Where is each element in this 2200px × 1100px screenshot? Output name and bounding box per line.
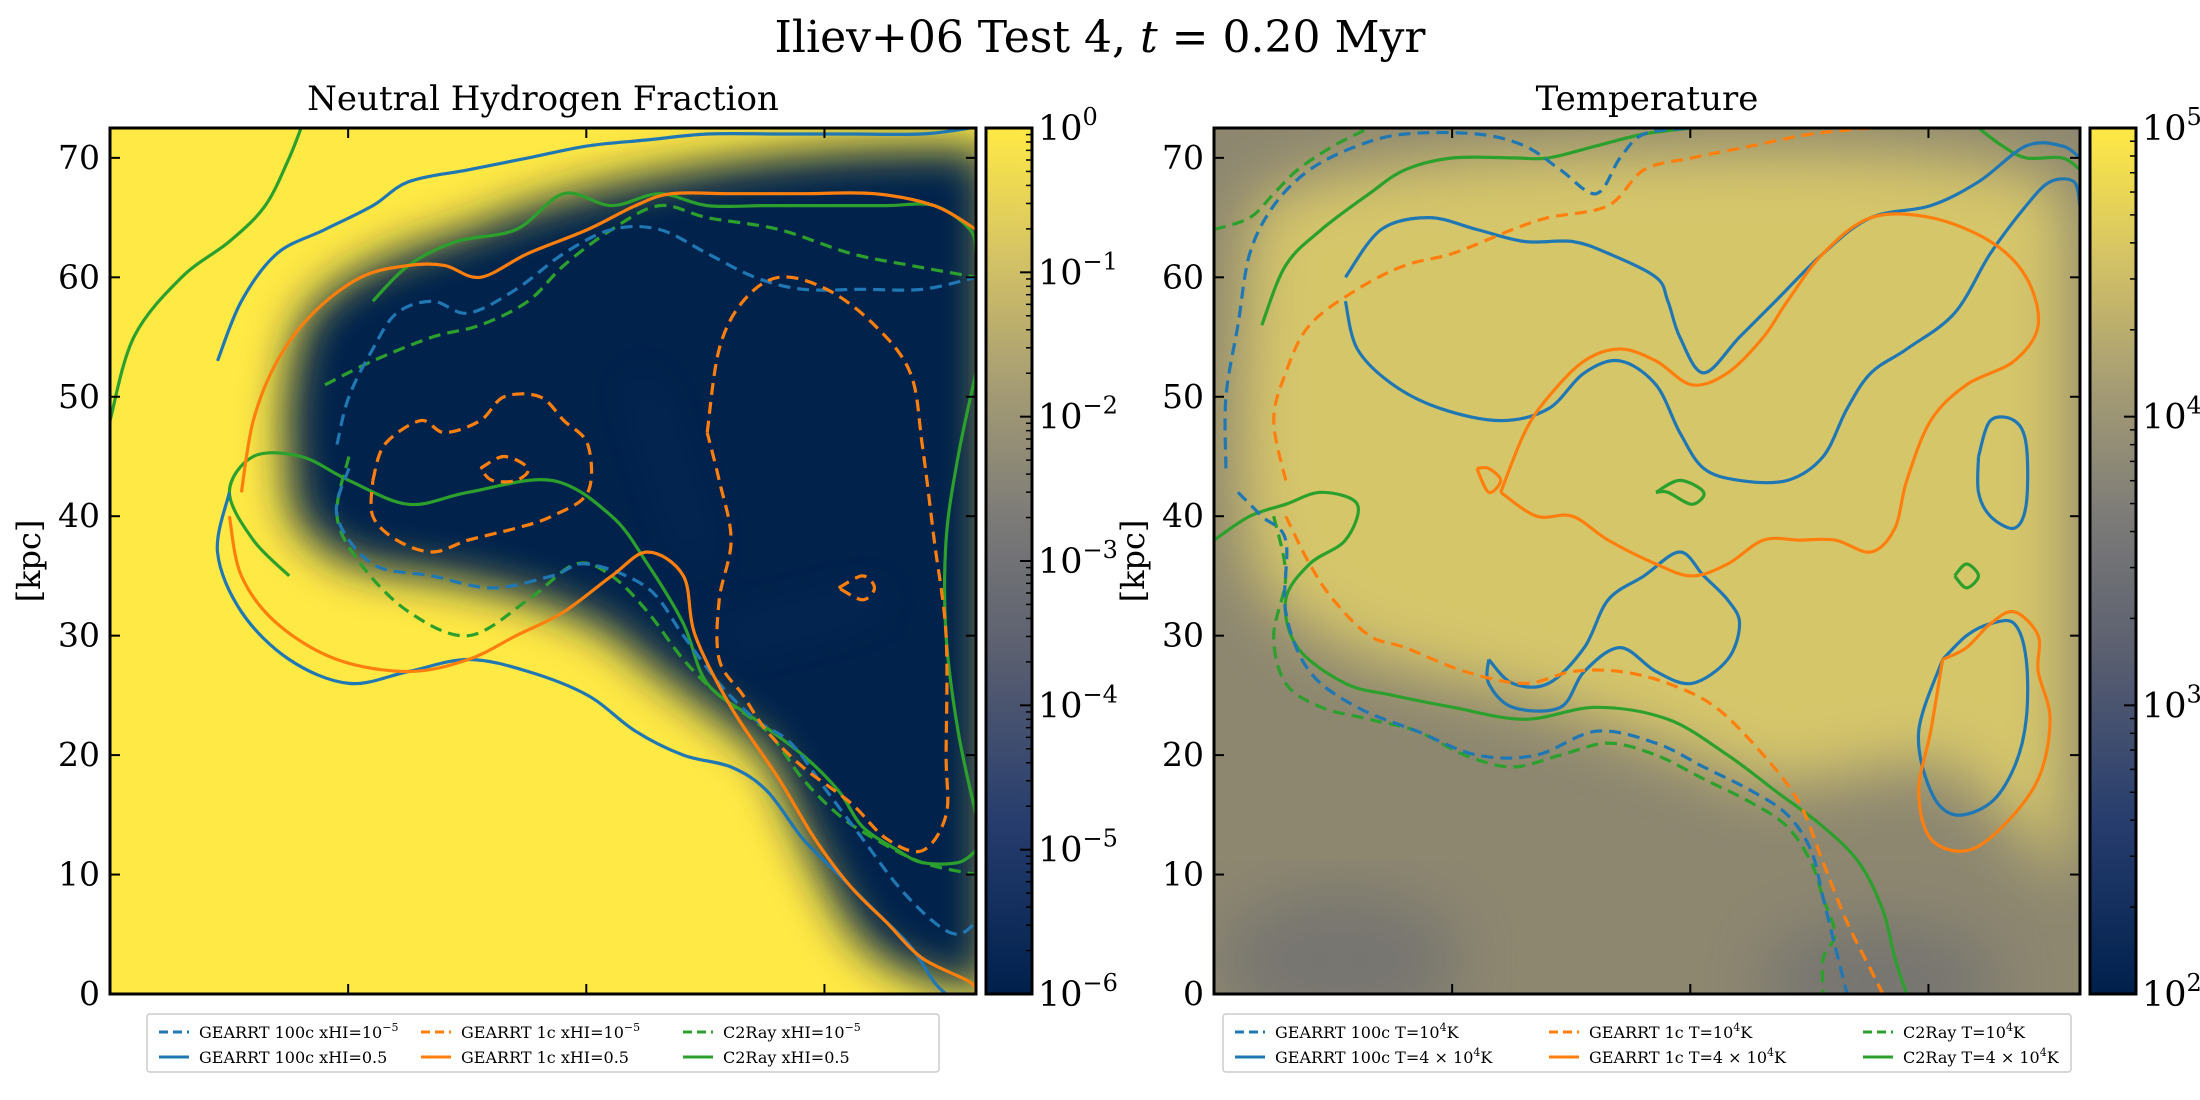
legend-entry-label: GEARRT 100c T=4 × 104K <box>1275 1046 1493 1067</box>
contour-c2ray-solid <box>1953 562 1981 590</box>
legend-entry-label: GEARRT 1c T=104K <box>1589 1021 1753 1042</box>
legend-entry-label: GEARRT 100c xHI=0.5 <box>199 1048 387 1067</box>
panel-title: Neutral Hydrogen Fraction <box>307 79 779 119</box>
panel-temperature: Temperature 0 10 20 30 40 50 60 70 [kpc] 105 104… <box>1114 79 2200 1073</box>
axis-ticks: 0 10 20 30 40 50 60 70 <box>1162 128 2080 1013</box>
contour-c2ray-solid <box>1655 478 1706 506</box>
figure-title: Iliev+06 Test 4, t = 0.20 Myr <box>775 12 1427 63</box>
contour-lines <box>110 128 976 994</box>
colorbar-tick-label: 103 <box>2142 680 2200 726</box>
y-tick-label: 30 <box>58 616 100 655</box>
contour-c2ray-solid <box>1977 128 2080 172</box>
legend-entry-label: GEARRT 1c T=4 × 104K <box>1589 1046 1787 1067</box>
contour-gearrt_100c-solid <box>1343 177 2080 485</box>
legend-entry-label: C2Ray T=4 × 104K <box>1903 1046 2060 1067</box>
contour-gearrt_1c-dashed <box>479 454 530 484</box>
colorbar-tick-label: 10−2 <box>1038 392 1118 438</box>
contour-gearrt_1c-solid <box>1499 212 2041 578</box>
contour-gearrt_100c-dashed <box>1223 128 1692 469</box>
contour-c2ray-solid <box>1214 490 1909 994</box>
y-tick-label: 70 <box>58 138 100 177</box>
colorbar-tick-label: 100 <box>1038 103 1098 149</box>
heatmap-image <box>1214 128 2080 994</box>
y-axis-label: [kpc] <box>10 520 48 603</box>
legend-entry-label: C2Ray xHI=10−5 <box>723 1021 861 1042</box>
contour-gearrt_100c-dashed <box>335 224 976 445</box>
y-tick-label: 20 <box>58 735 100 774</box>
y-tick-label: 40 <box>58 496 100 535</box>
y-tick-label: 0 <box>1183 974 1204 1013</box>
contour-gearrt_100c-solid <box>1485 550 1742 713</box>
contour-gearrt_1c-dashed <box>1272 128 1872 481</box>
contour-c2ray-solid <box>943 372 976 816</box>
y-tick-label: 0 <box>79 974 100 1013</box>
legend-entry-label: GEARRT 100c xHI=10−5 <box>199 1021 398 1042</box>
contour-gearrt_1c-dashed <box>1284 515 1885 994</box>
heatmap-image <box>110 128 976 994</box>
y-tick-label: 70 <box>1162 138 1204 177</box>
y-tick-label: 50 <box>58 377 100 416</box>
legend: GEARRT 100c xHI=10−5 GEARRT 1c xHI=10−5 C2… <box>146 1013 940 1073</box>
y-tick-label: 20 <box>1162 735 1204 774</box>
colorbar-ticks: 100 10−1 10−2 10−3 10−4 10−5 10−6 <box>1020 103 1118 1015</box>
legend-entry-label: GEARRT 1c xHI=0.5 <box>461 1048 629 1067</box>
colorbar-tick-label: 104 <box>2142 392 2200 438</box>
contour-c2ray-dashed <box>335 456 976 877</box>
y-tick-label: 60 <box>58 257 100 296</box>
panel-title: Temperature <box>1536 79 1759 119</box>
panel-neutral-fraction: Neutral Hydrogen Fraction 0 10 20 30 40 50 60 7… <box>10 79 1118 1073</box>
contour-gearrt_1c-solid <box>227 515 976 994</box>
contour-gearrt_1c-solid <box>1917 609 2052 853</box>
legend-entry-label: C2Ray xHI=0.5 <box>723 1048 850 1067</box>
contour-c2ray-solid <box>1260 128 1692 326</box>
contour-gearrt_1c-dashed <box>837 574 877 602</box>
colorbar <box>2090 128 2136 994</box>
y-axis-label: [kpc] <box>1114 520 1152 603</box>
y-tick-label: 10 <box>1162 855 1204 894</box>
contour-gearrt_1c-dashed <box>705 275 950 854</box>
y-tick-label: 40 <box>1162 496 1204 535</box>
contour-gearrt_100c-solid <box>1976 415 2030 531</box>
legend: GEARRT 100c T=104K GEARRT 1c T=104K C2Ray … <box>1222 1013 2072 1073</box>
y-tick-label: 60 <box>1162 257 1204 296</box>
colorbar-tick-label: 10−5 <box>1038 825 1118 871</box>
plot-frame <box>108 126 978 996</box>
contour-lines <box>1214 128 2080 994</box>
contour-gearrt_100c-solid <box>216 128 971 362</box>
colorbar-tick-label: 105 <box>2142 103 2200 149</box>
legend-entry-label: C2Ray T=104K <box>1903 1021 2026 1042</box>
colorbar-tick-label: 10−6 <box>1038 969 1118 1015</box>
contour-gearrt_1c-solid <box>239 191 976 493</box>
contour-c2ray-solid <box>110 128 303 422</box>
y-tick-label: 10 <box>58 855 100 894</box>
axis-ticks: 0 10 20 30 40 50 60 70 <box>58 128 976 1013</box>
colorbar-tick-label: 102 <box>2142 969 2200 1015</box>
plot-frame <box>1212 126 2082 996</box>
contour-gearrt_100c-dashed <box>1236 491 1849 994</box>
contour-gearrt_1c-solid <box>1475 465 1503 495</box>
colorbar-tick-label: 10−3 <box>1038 536 1118 582</box>
y-tick-label: 50 <box>1162 377 1204 416</box>
colorbar-tick-label: 10−1 <box>1038 247 1118 293</box>
legend-entry-label: GEARRT 100c T=104K <box>1275 1021 1460 1042</box>
contour-gearrt_100c-solid <box>1344 141 2080 375</box>
contour-c2ray-dashed <box>1214 128 1371 232</box>
legend-entry-label: GEARRT 1c xHI=10−5 <box>461 1021 640 1042</box>
colorbar-ticks: 105 104 103 102 <box>2124 103 2200 1015</box>
contour-gearrt_100c-dashed <box>334 467 976 936</box>
y-tick-label: 30 <box>1162 616 1204 655</box>
contour-gearrt_1c-dashed <box>369 392 594 554</box>
contour-c2ray-dashed <box>1272 515 1837 994</box>
colorbar-tick-label: 10−4 <box>1038 680 1118 726</box>
